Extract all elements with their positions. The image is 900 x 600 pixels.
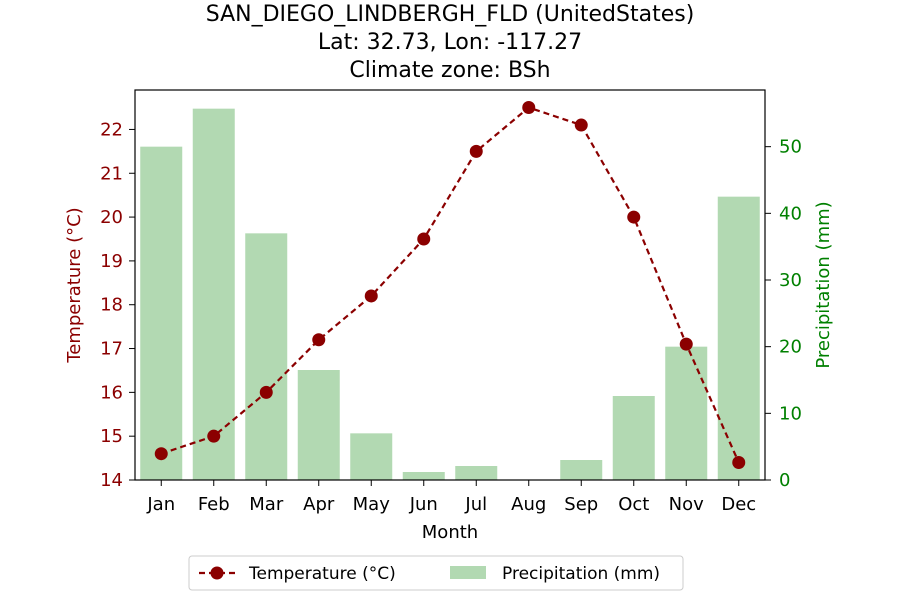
precipitation-bars <box>140 108 760 481</box>
x-axis: Jan Feb Mar Apr May Jun Jul Aug Sep Oct Nov Dec <box>146 480 756 515</box>
temperature-point <box>679 337 693 351</box>
y-right-tick-label: 40 <box>779 203 802 224</box>
x-tick-label: Sep <box>564 494 598 515</box>
temperature-point <box>417 232 431 246</box>
legend-precipitation-label: Precipitation (mm) <box>502 564 660 584</box>
legend-temperature-label: Temperature (°C) <box>248 564 396 584</box>
y-left-tick-label: 19 <box>100 251 123 272</box>
precipitation-bar <box>192 108 235 481</box>
x-tick-label: Dec <box>721 494 756 515</box>
precipitation-bar <box>297 370 340 480</box>
chart-title-line: Lat: 32.73, Lon: -117.27 <box>318 30 582 55</box>
legend-precipitation-swatch <box>450 566 486 579</box>
temperature-point <box>364 289 378 303</box>
y-right-tick-label: 0 <box>779 470 790 491</box>
precipitation-bar <box>612 396 655 480</box>
x-tick-label: May <box>353 494 391 515</box>
precipitation-bar <box>560 460 603 480</box>
precipitation-bar <box>245 233 288 480</box>
y-left-tick-label: 20 <box>100 207 123 228</box>
y-right-tick-label: 30 <box>779 270 802 291</box>
temperature-line <box>160 106 740 463</box>
temperature-point <box>732 455 746 469</box>
temperature-point <box>469 144 483 158</box>
temperature-point <box>259 385 273 399</box>
y-left-tick-label: 17 <box>100 339 123 360</box>
x-tick-label: Oct <box>618 494 649 515</box>
temperature-point <box>522 101 536 115</box>
plot-frame <box>134 89 766 481</box>
legend: Temperature (°C) Precipitation (mm) <box>188 555 684 591</box>
temperature-point <box>574 118 588 132</box>
chart-title-line: Climate zone: BSh <box>349 58 550 83</box>
precipitation-bar <box>717 196 760 480</box>
chart-title-line: SAN_DIEGO_LINDBERGH_FLD (UnitedStates) <box>206 2 695 27</box>
legend-frame <box>188 555 684 591</box>
x-tick-label: Jan <box>146 494 175 515</box>
y-left-tick-label: 18 <box>100 295 123 316</box>
x-tick-label: Aug <box>511 494 546 515</box>
y-left-tick-label: 14 <box>100 470 123 491</box>
precipitation-bar <box>140 146 183 480</box>
temperature-point <box>312 333 326 347</box>
precipitation-bar <box>350 433 393 480</box>
y-right-tick-label: 20 <box>779 337 802 358</box>
y-axis-left-label: Temperature (°C) <box>64 207 85 363</box>
precipitation-bar <box>665 346 708 480</box>
x-axis-label: Month <box>422 522 478 543</box>
chart-title: SAN_DIEGO_LINDBERGH_FLD (UnitedStates) La… <box>206 2 695 83</box>
temperature-series <box>154 101 746 469</box>
y-right-tick-label: 10 <box>779 403 802 424</box>
temperature-point <box>154 447 168 461</box>
y-left-tick-label: 15 <box>100 426 123 447</box>
y-left-tick-label: 22 <box>100 119 123 140</box>
y-axis-left: 14 15 16 17 18 19 20 21 22 <box>100 119 135 491</box>
y-right-tick-label: 50 <box>779 137 802 158</box>
temperature-point <box>207 429 221 443</box>
x-tick-label: Jun <box>409 494 438 515</box>
y-left-tick-label: 16 <box>100 382 123 403</box>
x-tick-label: Nov <box>669 494 704 515</box>
y-left-tick-label: 21 <box>100 163 123 184</box>
temperature-point <box>627 210 641 224</box>
y-axis-right: 0 10 20 30 40 50 <box>765 137 802 491</box>
x-tick-label: Feb <box>198 494 230 515</box>
x-tick-label: Mar <box>249 494 284 515</box>
y-axis-right-label: Precipitation (mm) <box>813 201 834 368</box>
precipitation-bar <box>402 472 445 480</box>
x-tick-label: Apr <box>303 494 335 515</box>
x-tick-label: Jul <box>464 494 487 515</box>
legend-temperature-marker <box>210 566 224 580</box>
precipitation-bar <box>455 466 498 480</box>
